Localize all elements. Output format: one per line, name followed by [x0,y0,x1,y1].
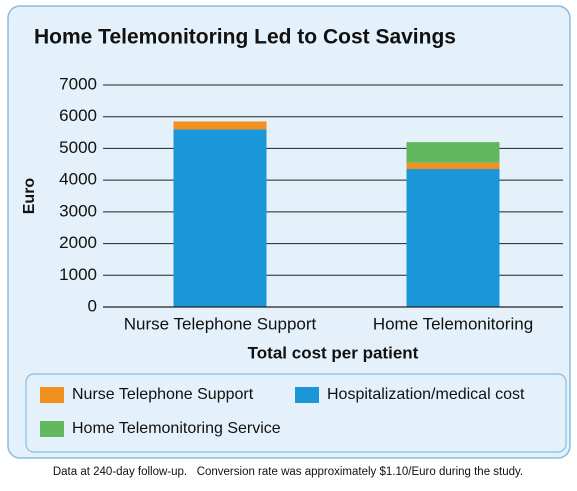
bar-segment [406,169,500,307]
chart-title: Home Telemonitoring Led to Cost Savings [34,26,456,49]
y-tick-label: 7000 [59,74,97,93]
y-tick-label: 4000 [59,170,97,189]
y-tick-label: 3000 [59,201,97,220]
y-tick-label: 2000 [59,233,97,252]
footnote: Data at 240-day follow-up. Conversion ra… [53,466,523,478]
legend-box [25,373,567,453]
bar-segment [406,142,500,163]
legend-swatch [40,421,64,437]
chart-panel [7,5,571,459]
legend-label: Nurse Telephone Support [72,386,254,403]
y-axis-title: Euro [21,178,38,215]
x-axis-title: Total cost per patient [248,343,419,362]
y-tick-label: 5000 [59,138,97,157]
legend-swatch [40,387,64,403]
legend-label: Hospitalization/medical cost [327,386,525,403]
legend-swatch [295,387,319,403]
x-tick-label: Home Telemonitoring [373,314,533,333]
y-tick-label: 6000 [59,106,97,125]
legend-label: Home Telemonitoring Service [72,420,281,437]
bar-segment [173,121,267,130]
x-tick-label: Nurse Telephone Support [124,314,317,333]
y-tick-label: 1000 [59,265,97,284]
bar-segment [406,162,500,170]
y-tick-label: 0 [88,296,97,315]
bar-segment [173,129,267,307]
